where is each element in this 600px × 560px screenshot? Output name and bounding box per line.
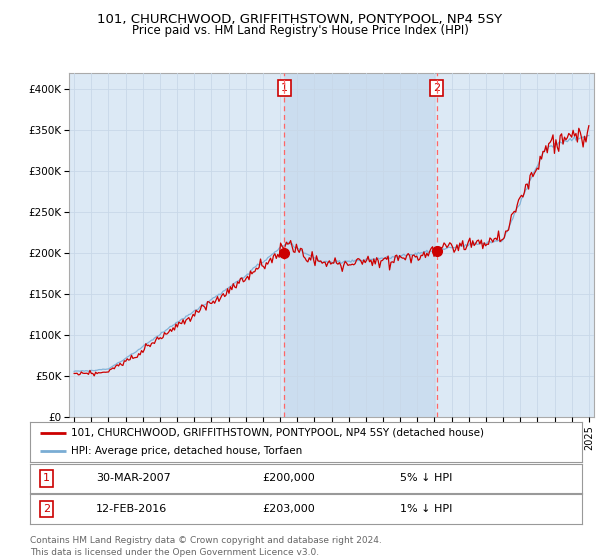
Text: 12-FEB-2016: 12-FEB-2016: [96, 504, 167, 514]
Text: 101, CHURCHWOOD, GRIFFITHSTOWN, PONTYPOOL, NP4 5SY: 101, CHURCHWOOD, GRIFFITHSTOWN, PONTYPOO…: [97, 13, 503, 26]
Text: 30-MAR-2007: 30-MAR-2007: [96, 473, 171, 483]
Text: 2: 2: [433, 83, 440, 93]
Text: 101, CHURCHWOOD, GRIFFITHSTOWN, PONTYPOOL, NP4 5SY (detached house): 101, CHURCHWOOD, GRIFFITHSTOWN, PONTYPOO…: [71, 428, 484, 437]
Text: 1: 1: [281, 83, 288, 93]
Bar: [284, 73, 436, 417]
Text: 1: 1: [43, 473, 50, 483]
Text: £203,000: £203,000: [262, 504, 314, 514]
Text: 5% ↓ HPI: 5% ↓ HPI: [400, 473, 452, 483]
Text: Contains HM Land Registry data © Crown copyright and database right 2024.
This d: Contains HM Land Registry data © Crown c…: [30, 536, 382, 557]
Text: HPI: Average price, detached house, Torfaen: HPI: Average price, detached house, Torf…: [71, 446, 302, 456]
Text: 1% ↓ HPI: 1% ↓ HPI: [400, 504, 452, 514]
Text: Price paid vs. HM Land Registry's House Price Index (HPI): Price paid vs. HM Land Registry's House …: [131, 24, 469, 37]
Text: £200,000: £200,000: [262, 473, 314, 483]
Text: 2: 2: [43, 504, 50, 514]
